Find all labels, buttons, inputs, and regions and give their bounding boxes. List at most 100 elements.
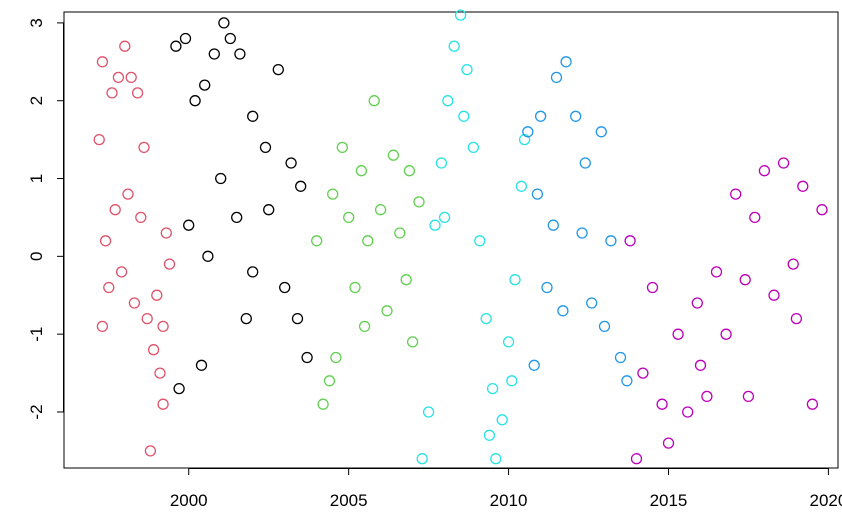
series-2: [170, 17, 313, 395]
data-point: [480, 312, 492, 325]
data-point: [138, 141, 150, 154]
data-point: [598, 320, 611, 333]
series-5: [522, 56, 633, 387]
data-point: [429, 219, 441, 231]
data-point: [96, 320, 109, 333]
y-tick-label: -1: [27, 327, 46, 342]
data-point: [112, 71, 125, 84]
x-axis: 2000 2005 2010 2015 2020: [170, 468, 842, 510]
data-point: [163, 258, 176, 270]
data-point: [106, 87, 118, 99]
data-point: [224, 32, 236, 45]
data-point: [240, 312, 252, 325]
data-point: [154, 367, 166, 379]
data-point: [160, 227, 172, 239]
data-point: [515, 180, 528, 192]
data-point: [682, 406, 694, 418]
data-point: [279, 281, 291, 294]
data-point: [435, 157, 448, 169]
data-point: [797, 180, 809, 192]
data-point: [522, 126, 534, 138]
data-point: [122, 188, 134, 200]
data-point: [157, 320, 169, 333]
data-point: [586, 297, 598, 309]
data-point: [170, 40, 182, 52]
x-tick-label: 2005: [330, 491, 368, 510]
data-point: [742, 390, 755, 403]
data-point: [662, 437, 675, 449]
data-point: [215, 172, 227, 185]
data-point: [739, 274, 751, 286]
data-point: [570, 110, 582, 122]
data-point: [691, 297, 703, 309]
y-axis: -2 -1 0 1 2 3: [27, 18, 64, 420]
data-point: [125, 71, 137, 84]
data-point: [234, 48, 246, 60]
data-point: [381, 305, 393, 317]
data-point: [336, 141, 348, 154]
data-point: [173, 382, 185, 395]
data-point: [461, 63, 473, 76]
data-point: [247, 266, 259, 278]
data-point: [330, 351, 342, 364]
data-point: [406, 336, 419, 348]
data-point: [119, 40, 131, 52]
data-point: [672, 328, 684, 340]
data-point: [195, 359, 208, 371]
data-point: [202, 250, 214, 262]
x-tick-label: 2000: [170, 491, 208, 510]
data-point: [263, 204, 275, 216]
y-tick-label: 1: [27, 174, 46, 183]
data-point: [355, 165, 368, 177]
series-1: [93, 40, 176, 457]
data-point: [749, 211, 761, 224]
data-point: [416, 453, 428, 465]
data-point: [272, 63, 284, 76]
x-tick-label: 2015: [650, 491, 688, 510]
data-point: [509, 274, 521, 286]
data-point: [189, 95, 201, 107]
data-point: [115, 266, 128, 278]
data-point: [486, 382, 499, 395]
data-point: [141, 312, 153, 325]
data-point: [630, 453, 643, 465]
data-point: [109, 204, 121, 216]
data-point: [646, 281, 659, 294]
data-point: [323, 375, 336, 387]
data-point: [231, 211, 243, 224]
y-tick-label: 0: [27, 252, 46, 261]
data-point: [295, 180, 307, 192]
data-point: [327, 188, 339, 200]
data-point: [777, 157, 790, 169]
data-point: [218, 17, 230, 29]
data-point: [400, 274, 412, 286]
data-point: [448, 40, 460, 52]
data-point: [550, 71, 563, 84]
y-tick-label: 3: [27, 18, 46, 27]
data-point: [579, 157, 591, 169]
data-point: [413, 196, 425, 208]
data-point: [502, 336, 515, 348]
y-tick-label: -2: [27, 404, 46, 419]
data-point: [183, 219, 195, 231]
data-point: [374, 204, 387, 216]
data-point: [474, 235, 486, 247]
data-point: [93, 133, 105, 146]
data-point: [387, 149, 400, 161]
data-point: [528, 359, 540, 371]
data-point: [758, 165, 771, 177]
data-point: [694, 359, 707, 371]
data-point: [624, 235, 636, 247]
data-point: [358, 320, 371, 333]
x-tick-label: 2020: [809, 491, 842, 510]
data-point: [768, 289, 780, 301]
data-point: [349, 281, 361, 294]
data-point: [656, 398, 668, 410]
data-point: [317, 398, 329, 410]
data-point: [135, 211, 147, 224]
data-point: [787, 258, 799, 270]
data-point: [547, 219, 559, 231]
data-point: [496, 414, 508, 426]
series-4: [416, 9, 531, 465]
data-point: [790, 312, 803, 325]
